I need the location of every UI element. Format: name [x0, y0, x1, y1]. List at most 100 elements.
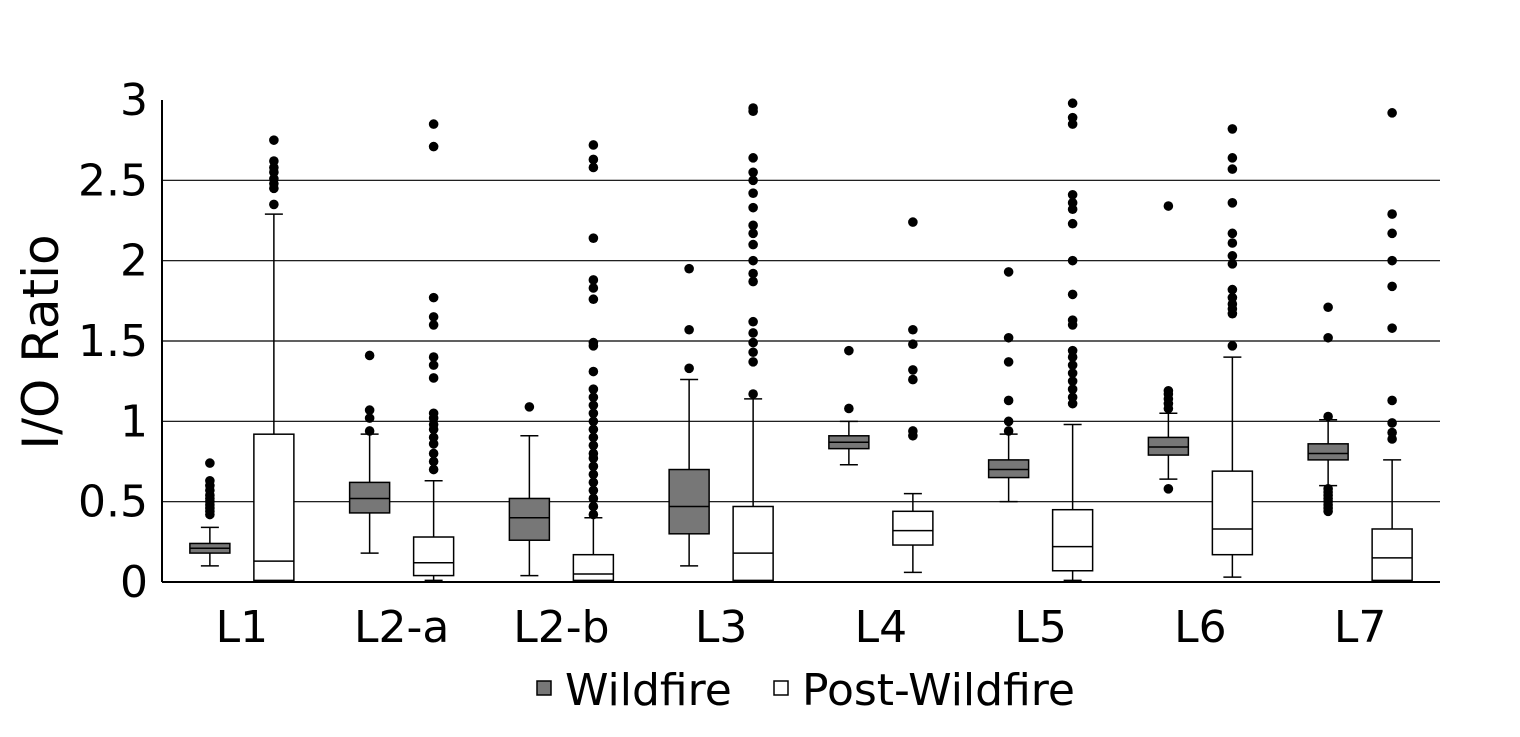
outlier-point: [1067, 315, 1078, 325]
box-post-wildfire-L1: [253, 135, 295, 582]
x-category-label: L2-a: [354, 602, 449, 653]
box-post-wildfire-L7: [1371, 108, 1413, 582]
outlier-point: [428, 119, 439, 129]
box-iqr: [1147, 436, 1190, 456]
outlier-point: [428, 141, 439, 152]
outlier-point: [1227, 153, 1238, 163]
box-post-wildfire-L5: [1051, 98, 1094, 582]
outlier-point: [748, 357, 758, 367]
outlier-point: [1003, 332, 1014, 343]
box-post-wildfire-L4: [892, 217, 934, 574]
outlier-point: [1067, 392, 1078, 403]
outlier-point: [1067, 98, 1078, 109]
outlier-point: [748, 239, 758, 250]
outlier-point: [844, 345, 854, 356]
box-wildfire-L2-b: [508, 402, 551, 577]
outlier-point: [588, 294, 599, 305]
outlier-point: [1227, 228, 1238, 239]
outlier-point: [428, 292, 439, 303]
outlier-point: [748, 188, 758, 198]
x-category-label: L2-b: [513, 602, 609, 653]
box-iqr: [668, 468, 710, 535]
y-axis-title: I/O Ratio: [12, 234, 70, 449]
outlier-point: [1067, 368, 1078, 378]
outlier-point: [748, 167, 758, 178]
outlier-point: [748, 175, 758, 186]
outlier-point: [908, 324, 918, 335]
outlier-point: [1387, 418, 1397, 428]
outlier-point: [269, 156, 279, 166]
outlier-point: [748, 255, 758, 266]
outlier-point: [588, 469, 599, 480]
outlier-point: [588, 501, 599, 512]
x-category-label: L1: [216, 602, 269, 653]
legend-label-wildfire: Wildfire: [565, 665, 732, 716]
outlier-point: [588, 337, 599, 348]
outlier-point: [588, 461, 599, 472]
outlier-point: [588, 384, 599, 395]
outlier-point: [588, 440, 599, 451]
x-category-label: L3: [695, 602, 748, 653]
box-iqr: [508, 497, 551, 541]
outlier-point: [428, 448, 439, 459]
box-iqr: [987, 459, 1030, 479]
x-category-label: L4: [855, 602, 908, 653]
outlier-point: [428, 432, 439, 443]
outlier-point: [428, 464, 439, 475]
y-tick-label: 2: [120, 236, 148, 287]
outlier-point: [1227, 341, 1238, 351]
outlier-point: [588, 392, 599, 403]
outlier-point: [1067, 112, 1078, 123]
outlier-point: [588, 400, 599, 411]
box-wildfire-L5: [987, 267, 1030, 503]
box-post-wildfire-L2-b: [572, 140, 615, 582]
outlier-point: [684, 363, 694, 374]
outlier-point: [428, 360, 439, 370]
outlier-point: [428, 408, 439, 419]
x-category-label: L7: [1334, 602, 1387, 653]
outlier-point: [428, 456, 439, 467]
y-tick-label: 2.5: [78, 155, 148, 206]
box-wildfire-L1: [189, 458, 231, 567]
outlier-point: [588, 416, 599, 427]
outlier-point: [588, 366, 599, 377]
box-iqr: [732, 505, 774, 582]
outlier-point: [205, 458, 215, 468]
outlier-point: [1067, 376, 1078, 386]
box-post-wildfire-L3: [732, 103, 774, 582]
y-tick-label: 1.5: [78, 316, 148, 367]
box-iqr: [412, 536, 455, 577]
outlier-point: [748, 276, 758, 287]
outlier-point: [684, 263, 694, 274]
outlier-point: [364, 426, 375, 436]
outlier-point: [364, 413, 375, 423]
box-iqr: [1051, 508, 1094, 572]
outlier-point: [1227, 198, 1238, 208]
outlier-point: [748, 268, 758, 279]
box-wildfire-L7: [1307, 302, 1349, 517]
outlier-point: [908, 426, 918, 436]
legend: Wildfire Post-Wildfire: [536, 665, 1075, 716]
outlier-point: [1227, 284, 1238, 295]
box-iqr: [348, 481, 391, 514]
box-iqr: [1211, 470, 1254, 556]
outlier-point: [588, 283, 599, 293]
outlier-point: [1067, 345, 1078, 356]
outlier-point: [748, 220, 758, 231]
outlier-point: [428, 320, 439, 330]
outlier-point: [1067, 255, 1078, 266]
box-iqr: [253, 433, 295, 582]
outlier-point: [1163, 386, 1174, 396]
y-tick-label: 3: [120, 75, 148, 126]
outlier-point: [1323, 484, 1333, 494]
outlier-point: [748, 328, 758, 338]
outlier-point: [428, 352, 439, 362]
outlier-point: [1067, 198, 1078, 208]
outlier-point: [588, 448, 599, 459]
box-wildfire-L6: [1147, 201, 1190, 494]
outlier-point: [1003, 416, 1014, 427]
outlier-point: [364, 350, 375, 361]
outlier-point: [205, 475, 215, 486]
outlier-point: [908, 217, 918, 227]
outlier-point: [1067, 384, 1078, 395]
